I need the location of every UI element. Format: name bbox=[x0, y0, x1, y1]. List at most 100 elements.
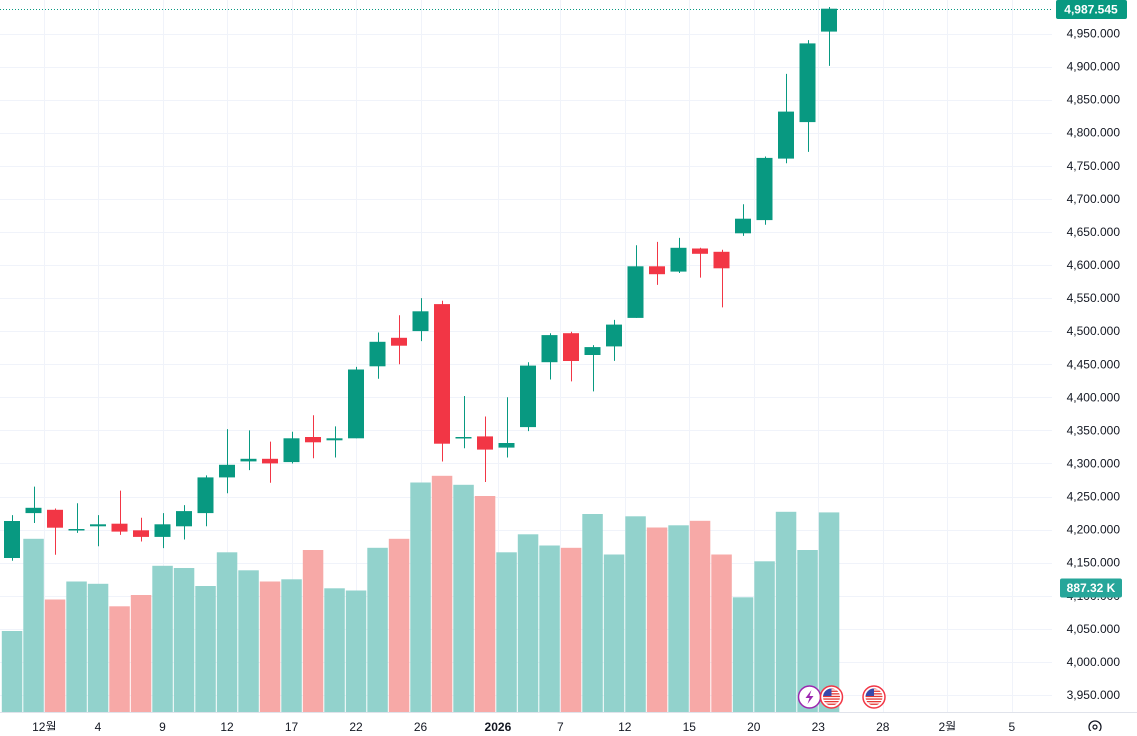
candle bbox=[713, 249, 730, 308]
volume-bar bbox=[582, 514, 603, 712]
candle bbox=[283, 431, 300, 464]
candle-body bbox=[670, 247, 687, 272]
candle-body bbox=[606, 324, 622, 347]
candle-body bbox=[563, 333, 579, 361]
volume-bar bbox=[109, 606, 130, 713]
volume-bar bbox=[87, 583, 109, 713]
candle-body bbox=[348, 369, 364, 439]
candle bbox=[434, 300, 450, 462]
candle bbox=[111, 490, 128, 535]
candle-body bbox=[154, 524, 171, 537]
price-tick-label: 4,950.000 bbox=[1067, 27, 1121, 41]
candle bbox=[391, 315, 407, 365]
time-tick-label: 17 bbox=[285, 720, 299, 731]
candle bbox=[262, 441, 278, 483]
time-tick-label: 28 bbox=[876, 720, 890, 731]
candle-body bbox=[262, 458, 278, 464]
volume-bar bbox=[130, 595, 152, 712]
candle-body bbox=[25, 507, 42, 514]
last-price-label: 4,987.545 bbox=[1064, 3, 1118, 17]
price-tick-label: 4,800.000 bbox=[1067, 126, 1121, 140]
candle bbox=[498, 397, 515, 458]
price-tick-label: 4,750.000 bbox=[1067, 159, 1121, 173]
volume-bar bbox=[496, 552, 517, 713]
volume-bar bbox=[539, 545, 560, 712]
time-axis[interactable]: 12월 4 9 12 17 22 26 2026 7 12 15 20 23 28 2월 5 bbox=[0, 712, 1137, 734]
volume-bar bbox=[603, 554, 625, 712]
candle-body bbox=[47, 509, 63, 528]
price-tick-label: 4,200.000 bbox=[1067, 523, 1121, 537]
us-flag-icon[interactable] bbox=[819, 685, 844, 709]
candle bbox=[4, 515, 20, 561]
volume-bar bbox=[238, 570, 259, 713]
event-markers[interactable] bbox=[797, 685, 886, 709]
volume-bar bbox=[44, 599, 66, 712]
candle-body bbox=[477, 436, 493, 450]
last-volume-label: 887.32 K bbox=[1067, 581, 1116, 595]
candle-body bbox=[326, 438, 343, 441]
candle bbox=[326, 426, 343, 458]
time-tick-label: 7 bbox=[557, 720, 564, 731]
volume-bar bbox=[646, 527, 668, 712]
candle-body bbox=[778, 111, 794, 159]
time-tick-label: 4 bbox=[95, 720, 102, 731]
candle-body bbox=[799, 43, 816, 123]
price-tick-label: 4,050.000 bbox=[1067, 622, 1121, 636]
candle-body bbox=[756, 157, 773, 221]
last-price-indicator: 4,987.545 887.32 K bbox=[0, 0, 1127, 598]
time-tick-label: 2월 bbox=[938, 720, 956, 731]
price-tick-label: 4,400.000 bbox=[1067, 390, 1121, 404]
volume-bar bbox=[259, 581, 281, 712]
candle-body bbox=[584, 347, 601, 355]
candle-body bbox=[692, 248, 708, 254]
candle-body bbox=[520, 365, 536, 428]
candle bbox=[240, 430, 257, 471]
candle bbox=[90, 515, 106, 547]
volume-bar bbox=[517, 534, 539, 713]
volume-bar bbox=[410, 482, 431, 712]
candle-body bbox=[455, 437, 472, 439]
time-tick-label: 12월 bbox=[32, 720, 56, 731]
candle bbox=[670, 237, 687, 273]
candle-body bbox=[176, 511, 192, 527]
volume-bar bbox=[216, 552, 238, 713]
candle-body bbox=[68, 529, 85, 531]
candle-body bbox=[735, 218, 751, 234]
candle bbox=[627, 245, 644, 318]
price-tick-label: 3,950.000 bbox=[1067, 688, 1121, 702]
candle-body bbox=[197, 477, 214, 514]
candle-body bbox=[713, 251, 730, 269]
volume-bar bbox=[711, 554, 732, 712]
lightning-icon[interactable] bbox=[797, 685, 822, 709]
candle bbox=[606, 319, 622, 361]
candle bbox=[369, 332, 386, 379]
candle-body bbox=[240, 458, 257, 462]
candle bbox=[563, 331, 579, 382]
price-tick-label: 4,150.000 bbox=[1067, 556, 1121, 570]
time-tick-label: 2026 bbox=[485, 720, 512, 731]
time-tick-label: 9 bbox=[159, 720, 166, 731]
candle-body bbox=[111, 523, 128, 532]
candle bbox=[799, 40, 816, 152]
volume-bar bbox=[668, 525, 689, 713]
candle bbox=[520, 362, 536, 432]
candle bbox=[692, 247, 708, 278]
volume-bar bbox=[281, 579, 302, 713]
candle bbox=[477, 416, 493, 482]
candle bbox=[176, 505, 192, 540]
time-tick-label: 23 bbox=[812, 720, 826, 731]
candle bbox=[756, 156, 773, 225]
candle bbox=[412, 298, 429, 342]
candle bbox=[154, 513, 171, 549]
price-tick-label: 4,600.000 bbox=[1067, 258, 1121, 272]
volume-bar bbox=[818, 512, 840, 712]
volume-bar bbox=[388, 538, 410, 713]
us-flag-icon[interactable] bbox=[862, 685, 886, 709]
price-tick-label: 4,250.000 bbox=[1067, 490, 1121, 504]
candle bbox=[219, 429, 235, 494]
candle bbox=[455, 396, 472, 449]
price-axis[interactable]: 3,950.0004,000.0004,050.0004,100.0004,15… bbox=[1052, 0, 1137, 731]
candle-body bbox=[627, 266, 644, 318]
